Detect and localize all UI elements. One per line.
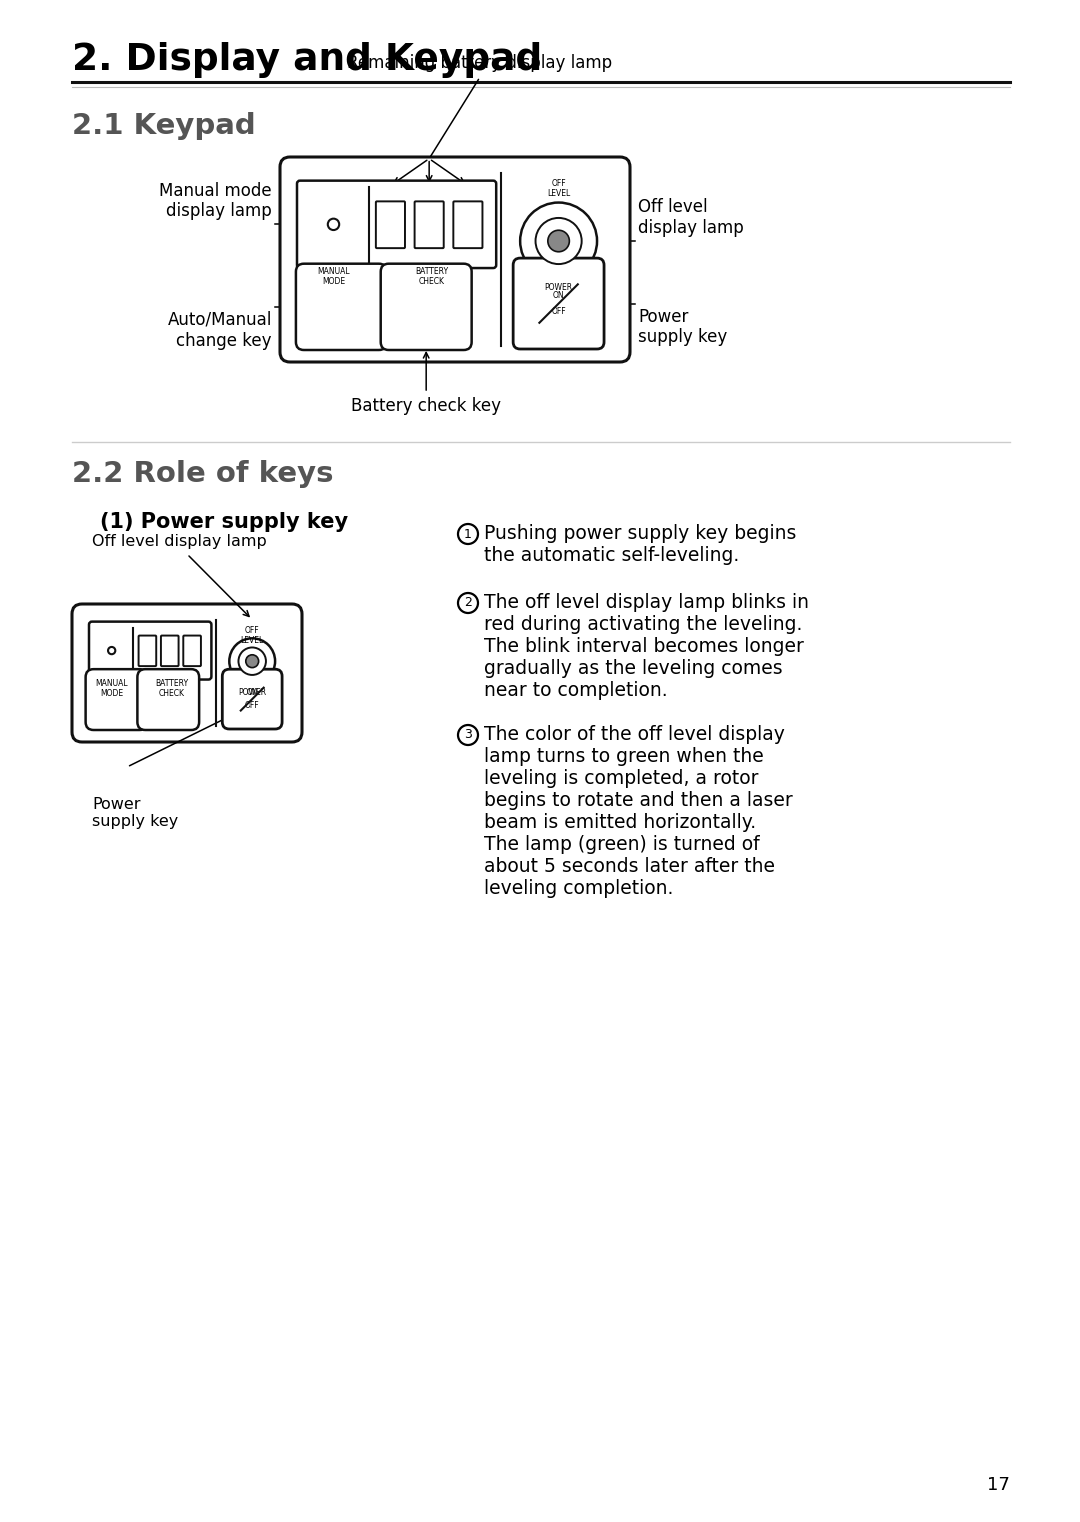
Circle shape (521, 202, 597, 280)
FancyBboxPatch shape (513, 259, 604, 349)
Text: begins to rotate and then a laser: begins to rotate and then a laser (484, 791, 793, 810)
Text: leveling is completed, a rotor: leveling is completed, a rotor (484, 769, 758, 788)
Text: 2. Display and Keypad: 2. Display and Keypad (72, 43, 542, 78)
Text: 2.2 Role of keys: 2.2 Role of keys (72, 460, 334, 489)
Text: Auto/Manual
change key: Auto/Manual change key (167, 310, 272, 350)
Circle shape (108, 647, 116, 654)
Text: about 5 seconds later after the: about 5 seconds later after the (484, 857, 775, 877)
Text: Off level
display lamp: Off level display lamp (638, 198, 744, 237)
FancyBboxPatch shape (415, 201, 444, 248)
Text: 3: 3 (464, 729, 472, 741)
Text: Battery check key: Battery check key (351, 397, 501, 416)
Text: Power
supply key: Power supply key (638, 307, 727, 347)
Text: The lamp (green) is turned of: The lamp (green) is turned of (484, 836, 759, 854)
Circle shape (458, 524, 478, 543)
FancyBboxPatch shape (138, 636, 157, 667)
Text: OFF: OFF (245, 702, 259, 711)
Text: OFF
LEVEL: OFF LEVEL (241, 626, 264, 645)
Circle shape (536, 218, 582, 265)
FancyBboxPatch shape (376, 201, 405, 248)
Text: Off level display lamp: Off level display lamp (92, 534, 267, 549)
FancyBboxPatch shape (280, 157, 630, 362)
FancyBboxPatch shape (137, 670, 199, 731)
FancyBboxPatch shape (296, 263, 387, 350)
Circle shape (458, 724, 478, 744)
Text: leveling completion.: leveling completion. (484, 880, 673, 898)
Text: MANUAL
MODE: MANUAL MODE (318, 266, 350, 286)
Circle shape (239, 647, 266, 674)
FancyBboxPatch shape (184, 636, 201, 667)
Text: ON: ON (246, 688, 258, 697)
Circle shape (229, 638, 275, 683)
Text: ON: ON (553, 291, 565, 300)
Circle shape (328, 219, 339, 230)
Text: gradually as the leveling comes: gradually as the leveling comes (484, 659, 783, 677)
Text: beam is emitted horizontally.: beam is emitted horizontally. (484, 813, 756, 833)
Text: (1) Power supply key: (1) Power supply key (100, 511, 348, 533)
Text: Remaining battery display lamp: Remaining battery display lamp (348, 53, 612, 72)
Text: OFF: OFF (551, 307, 566, 317)
Text: 17: 17 (987, 1476, 1010, 1495)
FancyBboxPatch shape (72, 604, 302, 743)
Text: 2: 2 (464, 597, 472, 609)
FancyBboxPatch shape (222, 670, 282, 729)
Text: BATTERY
CHECK: BATTERY CHECK (416, 266, 448, 286)
Text: BATTERY
CHECK: BATTERY CHECK (156, 679, 188, 699)
Circle shape (548, 230, 569, 251)
Text: 2.1 Keypad: 2.1 Keypad (72, 113, 256, 140)
Text: POWER: POWER (238, 688, 267, 697)
FancyBboxPatch shape (89, 621, 212, 679)
Text: the automatic self-leveling.: the automatic self-leveling. (484, 546, 739, 565)
FancyBboxPatch shape (161, 636, 178, 667)
Text: Power
supply key: Power supply key (92, 798, 178, 829)
Text: POWER: POWER (544, 283, 572, 292)
Text: Manual mode
display lamp: Manual mode display lamp (160, 181, 272, 221)
Text: lamp turns to green when the: lamp turns to green when the (484, 747, 764, 766)
Circle shape (246, 654, 258, 668)
Text: OFF
LEVEL: OFF LEVEL (546, 180, 570, 198)
Text: The color of the off level display: The color of the off level display (484, 724, 785, 744)
FancyBboxPatch shape (297, 181, 496, 268)
Text: The blink interval becomes longer: The blink interval becomes longer (484, 638, 804, 656)
Text: 1: 1 (464, 528, 472, 540)
Text: near to completion.: near to completion. (484, 680, 667, 700)
FancyBboxPatch shape (454, 201, 483, 248)
Text: The off level display lamp blinks in: The off level display lamp blinks in (484, 594, 809, 612)
FancyBboxPatch shape (381, 263, 472, 350)
Circle shape (458, 594, 478, 613)
Text: red during activating the leveling.: red during activating the leveling. (484, 615, 802, 635)
FancyBboxPatch shape (85, 670, 147, 731)
Text: Pushing power supply key begins: Pushing power supply key begins (484, 524, 796, 543)
Text: MANUAL
MODE: MANUAL MODE (95, 679, 129, 699)
